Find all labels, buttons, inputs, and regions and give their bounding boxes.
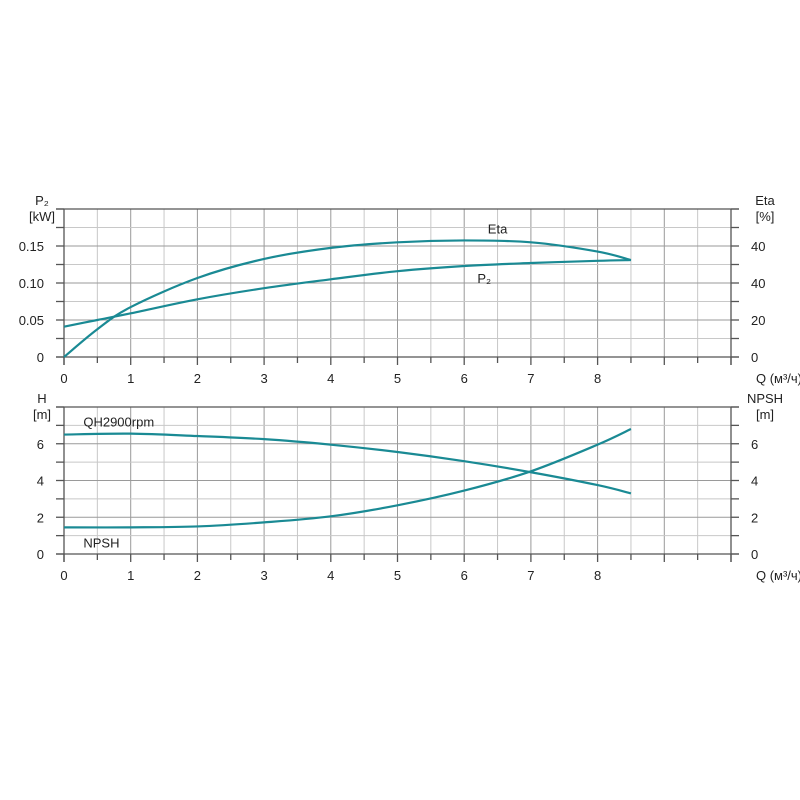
- x-axis-label: Q (м³/ч): [756, 371, 800, 386]
- x-tick-label: 0: [60, 371, 67, 386]
- series-label: QH2900rpm: [83, 415, 154, 430]
- y-right-tick-label: 2: [751, 510, 758, 525]
- x-tick-label: 6: [461, 371, 468, 386]
- x-tick-label: 0: [60, 568, 67, 583]
- y-left-axis-label: [m]: [33, 407, 51, 422]
- x-tick-label: 5: [394, 371, 401, 386]
- y-right-tick-label: 0: [751, 350, 758, 365]
- y-left-axis-label: H: [37, 391, 46, 406]
- y-left-tick-label: 2: [37, 510, 44, 525]
- y-right-tick-label: 6: [751, 437, 758, 452]
- x-tick-label: 8: [594, 568, 601, 583]
- series-label: NPSH: [83, 535, 119, 550]
- y-left-tick-label: 0: [37, 547, 44, 562]
- x-tick-label: 2: [194, 568, 201, 583]
- x-tick-label: 7: [527, 371, 534, 386]
- x-axis-label: Q (м³/ч): [756, 568, 800, 583]
- x-tick-label: 3: [260, 371, 267, 386]
- x-tick-label: 4: [327, 371, 334, 386]
- y-right-tick-label: 20: [751, 313, 765, 328]
- x-tick-label: 1: [127, 568, 134, 583]
- x-tick-label: 4: [327, 568, 334, 583]
- x-tick-label: 8: [594, 371, 601, 386]
- y-right-axis-label: NPSH: [747, 391, 783, 406]
- series-line-p₂: [63, 258, 631, 328]
- y-left-tick-label: 0: [37, 350, 44, 365]
- y-right-axis-label: [m]: [756, 407, 774, 422]
- y-left-tick-label: 4: [37, 474, 44, 489]
- y-left-tick-label: 0.10: [19, 276, 44, 291]
- y-left-axis-label: P₂: [35, 193, 49, 208]
- x-tick-label: 7: [527, 568, 534, 583]
- x-tick-label: 2: [194, 371, 201, 386]
- series-label: P₂: [477, 271, 491, 286]
- y-left-axis-label: [kW]: [29, 209, 55, 224]
- y-right-tick-label: 4: [751, 474, 758, 489]
- y-right-tick-label: 40: [751, 276, 765, 291]
- y-right-tick-label: 0: [751, 547, 758, 562]
- series-line-npsh: [63, 428, 632, 529]
- x-tick-label: 3: [260, 568, 267, 583]
- x-tick-label: 1: [127, 371, 134, 386]
- y-left-tick-label: 6: [37, 437, 44, 452]
- series-line-eta: [63, 239, 632, 358]
- series-line-qh2900rpm: [63, 432, 632, 495]
- x-tick-label: 5: [394, 568, 401, 583]
- series-label: Eta: [488, 221, 508, 236]
- y-right-tick-label: 40: [751, 239, 765, 254]
- x-tick-label: 6: [461, 568, 468, 583]
- y-right-axis-label: [%]: [756, 209, 775, 224]
- y-left-tick-label: 0.15: [19, 239, 44, 254]
- y-left-tick-label: 0.05: [19, 313, 44, 328]
- y-right-axis-label: Eta: [755, 193, 775, 208]
